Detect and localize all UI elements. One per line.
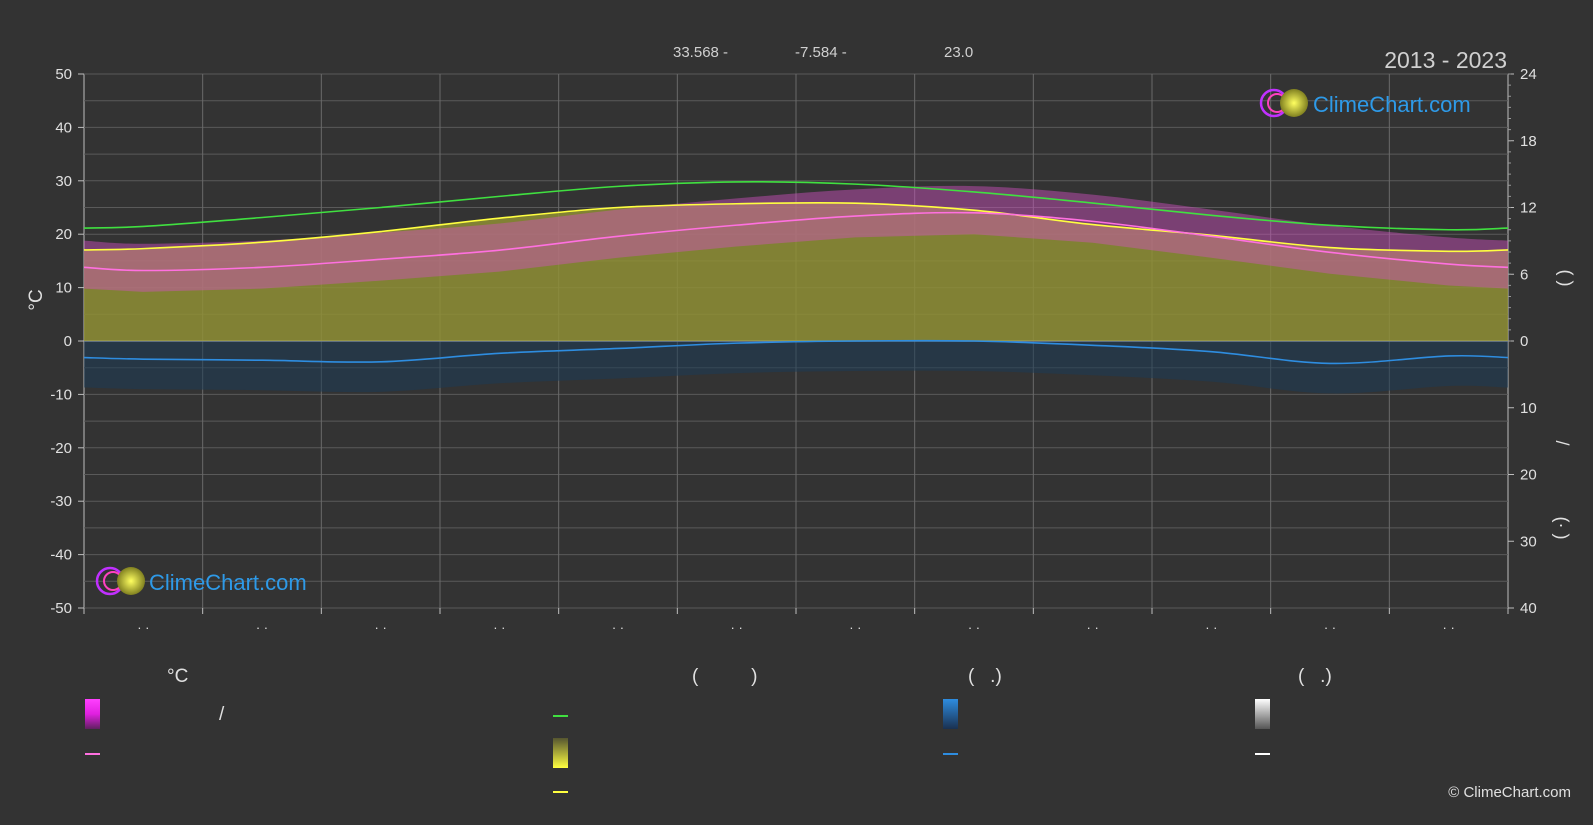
legend-heading-precip: ( .) xyxy=(968,666,1002,687)
month-tick-label: · · xyxy=(256,620,268,635)
legend-temp-row1: / xyxy=(219,704,225,725)
month-tick-label: · · xyxy=(968,620,980,635)
y-tick-label: -50 xyxy=(50,600,72,617)
month-tick-label: · · xyxy=(1205,620,1217,635)
period-label: 2013 - 2023 xyxy=(1384,47,1507,73)
y2-tick-label: 40 xyxy=(1520,600,1537,617)
series-lines xyxy=(83,181,1509,365)
y-tick-label: -10 xyxy=(50,386,72,403)
svg-text:/: / xyxy=(1552,440,1572,445)
legend-heading-temp: °C xyxy=(167,666,189,687)
y-tick-label: 30 xyxy=(55,173,72,190)
y-tick-label: -40 xyxy=(50,547,72,564)
month-tick-label: · · xyxy=(375,620,387,635)
series-line-max_temp xyxy=(83,211,1509,272)
y2-tick-label: 12 xyxy=(1520,200,1537,217)
y2-tick-label: 24 xyxy=(1520,66,1537,83)
temperature-band xyxy=(84,185,1508,292)
longitude-label: -7.584 - xyxy=(795,44,847,61)
logo-top: ClimeChart.com xyxy=(1259,88,1471,118)
y-tick-label: 0 xyxy=(64,333,72,350)
y2-tick-label: 18 xyxy=(1520,133,1537,150)
month-tick-label: · · xyxy=(1324,620,1336,635)
y-tick-label: 50 xyxy=(55,66,72,83)
month-tick-label: · · xyxy=(731,620,743,635)
brand-logo-top: ClimeChart.com xyxy=(1313,92,1471,117)
legend-heading-sun: ( ) xyxy=(692,666,758,687)
latitude-label: 33.568 - xyxy=(673,44,728,61)
legend-heading-snow: ( .) xyxy=(1298,666,1332,687)
copyright: © ClimeChart.com xyxy=(1448,784,1571,801)
brand-logo-bottom: ClimeChart.com xyxy=(149,570,307,595)
y-tick-label: -20 xyxy=(50,440,72,457)
series-line-sunshine_temp_scale xyxy=(83,201,1509,253)
y2-upper-label: ( ) xyxy=(1556,270,1576,287)
elevation-label: 23.0 xyxy=(944,44,973,61)
series-line-precip xyxy=(83,339,1509,365)
y-tick-label: 10 xyxy=(55,280,72,297)
y-tick-label: 20 xyxy=(55,226,72,243)
data-bands xyxy=(84,185,1508,394)
y2-tick-label: 20 xyxy=(1520,467,1537,484)
y2-lower-label: / (· ) xyxy=(1552,440,1572,539)
y-tick-label: 40 xyxy=(55,119,72,136)
axes: 50 40 30 20 10 0 -10 -20 -30 -40 -50 24 18 12 6 0 10 20 30… xyxy=(50,66,1536,635)
month-tick-label: · · xyxy=(1443,620,1455,635)
legend-swatch-temp-range xyxy=(85,699,100,729)
y2-tick-label: 30 xyxy=(1520,533,1537,550)
precipitation-band xyxy=(84,341,1508,394)
month-tick-label: · · xyxy=(493,620,505,635)
month-tick-label: · · xyxy=(1087,620,1099,635)
logo-bottom: ClimeChart.com xyxy=(95,566,307,596)
month-tick-label: · · xyxy=(849,620,861,635)
legend-swatch-snow xyxy=(1255,699,1270,729)
y2-tick-label: 10 xyxy=(1520,400,1537,417)
svg-text:(· ): (· ) xyxy=(1552,517,1572,540)
month-tick-label: · · xyxy=(137,620,149,635)
y2-tick-label: 6 xyxy=(1520,266,1528,283)
y-tick-label: -30 xyxy=(50,493,72,510)
month-tick-label: · · xyxy=(612,620,624,635)
legend-swatch-sunshine xyxy=(553,738,568,768)
series-line-daylight xyxy=(83,181,1509,231)
y-axis-label: °C xyxy=(26,289,47,310)
y2-tick-label: 0 xyxy=(1520,333,1528,350)
legend-swatch-precip xyxy=(943,699,958,729)
sunshine-band xyxy=(84,202,1508,341)
